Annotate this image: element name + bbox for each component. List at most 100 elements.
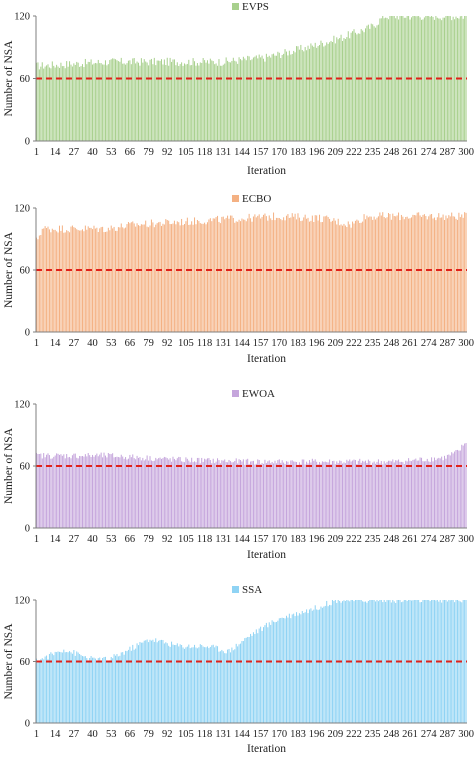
bar bbox=[323, 461, 325, 528]
bar bbox=[149, 225, 151, 332]
bar bbox=[258, 214, 260, 332]
bar bbox=[242, 459, 244, 528]
bar bbox=[274, 220, 276, 332]
x-tick-label: 131 bbox=[215, 534, 231, 545]
bar bbox=[97, 59, 99, 141]
bar bbox=[321, 607, 323, 723]
bar bbox=[53, 65, 55, 141]
bar bbox=[336, 37, 338, 141]
bar bbox=[117, 227, 119, 332]
bar bbox=[70, 226, 72, 332]
bar bbox=[201, 62, 203, 141]
bar bbox=[162, 64, 164, 141]
bar bbox=[245, 637, 247, 723]
y-tick-label: 60 bbox=[20, 74, 31, 85]
bar bbox=[79, 654, 81, 723]
bar bbox=[145, 61, 147, 141]
bar bbox=[191, 457, 193, 528]
bar bbox=[67, 457, 69, 528]
bar bbox=[264, 459, 266, 528]
bar bbox=[313, 460, 315, 528]
bar bbox=[225, 57, 227, 141]
legend-label: SSA bbox=[242, 584, 262, 596]
bar bbox=[152, 222, 154, 332]
bar bbox=[51, 458, 53, 528]
bar bbox=[179, 457, 181, 528]
bar bbox=[310, 462, 312, 528]
bar bbox=[250, 218, 252, 332]
bar bbox=[436, 217, 438, 332]
bar bbox=[367, 24, 369, 141]
bar bbox=[47, 226, 49, 332]
bar bbox=[129, 60, 131, 141]
bar bbox=[66, 61, 68, 141]
legend-label: EWOA bbox=[242, 388, 275, 400]
bar bbox=[336, 224, 338, 332]
bar bbox=[265, 216, 267, 332]
x-tick-label: 170 bbox=[271, 534, 287, 545]
bar bbox=[441, 456, 443, 528]
bar bbox=[462, 445, 464, 528]
bar bbox=[117, 656, 119, 723]
bar bbox=[116, 456, 118, 528]
bar bbox=[278, 459, 280, 528]
bar bbox=[191, 65, 193, 141]
bar bbox=[211, 463, 213, 528]
bar bbox=[199, 644, 201, 723]
bar bbox=[300, 221, 302, 332]
bar bbox=[153, 227, 155, 332]
bar bbox=[160, 225, 162, 332]
bar bbox=[175, 224, 177, 332]
x-tick-label: 170 bbox=[271, 338, 287, 349]
bar bbox=[331, 220, 333, 332]
bar bbox=[296, 46, 298, 141]
bar bbox=[422, 600, 424, 723]
bar bbox=[444, 455, 446, 528]
bar bbox=[240, 643, 242, 723]
bar bbox=[333, 35, 335, 141]
bar bbox=[222, 651, 224, 723]
bar bbox=[122, 456, 124, 528]
bar bbox=[99, 454, 101, 528]
bar bbox=[373, 216, 375, 332]
bar bbox=[204, 458, 206, 528]
bar bbox=[153, 57, 155, 141]
bar bbox=[38, 235, 40, 332]
bar bbox=[94, 62, 96, 141]
bar bbox=[415, 215, 417, 332]
bar bbox=[444, 219, 446, 332]
bar bbox=[389, 213, 391, 332]
bar bbox=[356, 34, 358, 141]
y-tick-label: 60 bbox=[20, 657, 31, 668]
bar bbox=[418, 460, 420, 528]
legend-swatch bbox=[232, 3, 239, 10]
bar bbox=[125, 64, 127, 141]
bar bbox=[90, 59, 92, 141]
bar bbox=[320, 40, 322, 141]
bar bbox=[337, 39, 339, 141]
bar bbox=[43, 228, 45, 332]
bar bbox=[260, 218, 262, 332]
bar bbox=[307, 217, 309, 332]
bar bbox=[277, 620, 279, 723]
bar bbox=[181, 218, 183, 332]
x-tick-label: 1 bbox=[34, 534, 39, 545]
bar bbox=[409, 19, 411, 141]
bar bbox=[64, 652, 66, 723]
bar bbox=[283, 217, 285, 332]
bar bbox=[87, 226, 89, 332]
bar bbox=[87, 453, 89, 528]
bar bbox=[308, 460, 310, 528]
bar bbox=[224, 219, 226, 332]
bar bbox=[346, 459, 348, 528]
bar bbox=[168, 220, 170, 332]
x-tick-label: 105 bbox=[178, 729, 194, 740]
bar bbox=[337, 218, 339, 332]
x-tick-label: 118 bbox=[197, 147, 212, 158]
bar bbox=[326, 42, 328, 141]
bar bbox=[296, 462, 298, 528]
bar bbox=[40, 66, 42, 141]
x-tick-label: 92 bbox=[162, 147, 173, 158]
x-tick-label: 287 bbox=[440, 147, 456, 158]
bar bbox=[340, 602, 342, 723]
